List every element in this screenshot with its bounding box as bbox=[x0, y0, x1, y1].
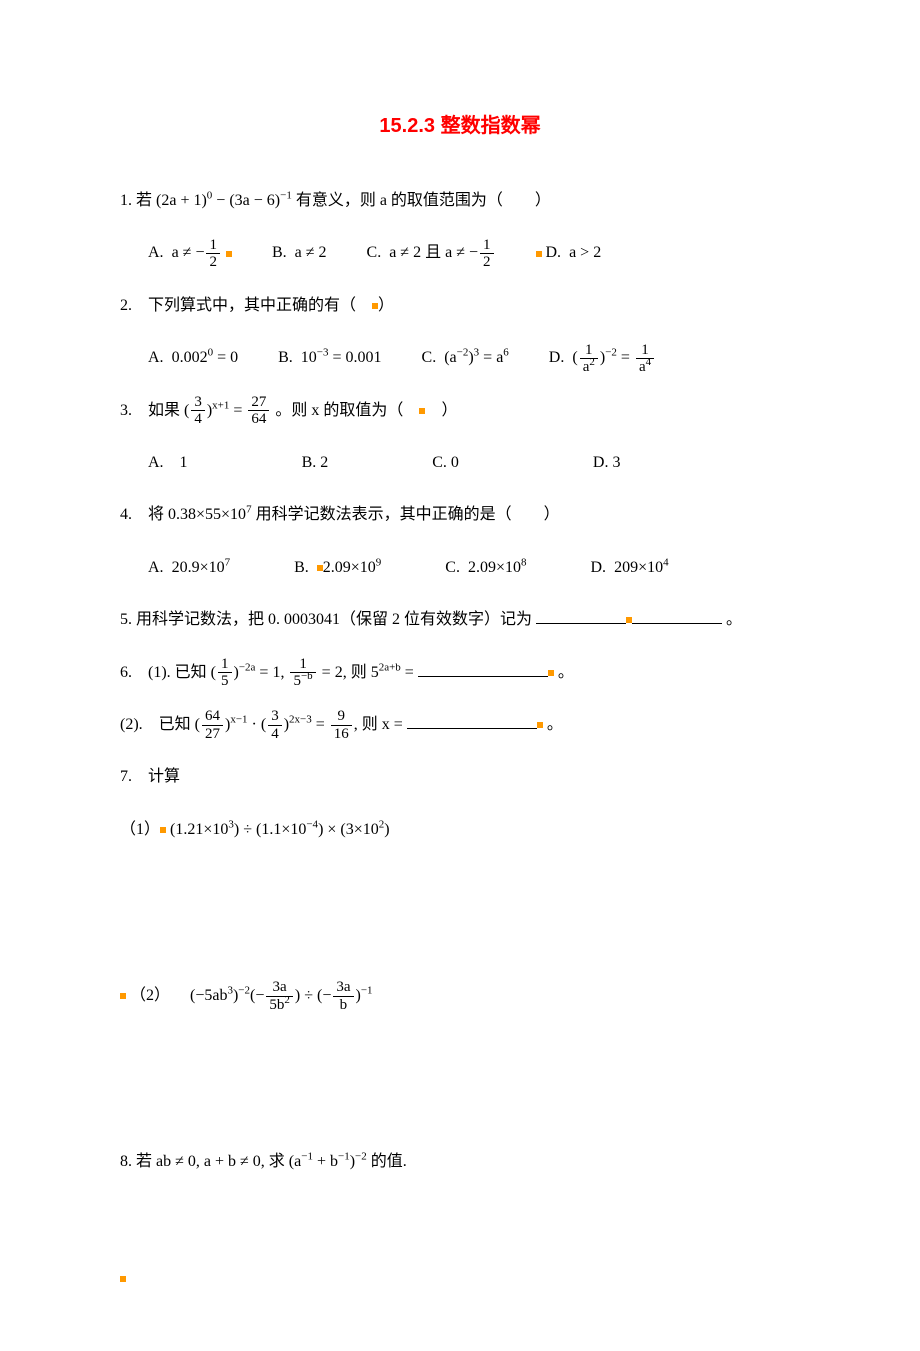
work-space bbox=[120, 1029, 800, 1129]
q4-opt-d-expr: 209×104 bbox=[614, 559, 669, 576]
q1-opt-a-label: A. bbox=[148, 244, 164, 261]
q7-1-expr: (1.21×103) ÷ (1.1×10−4) × (3×102) bbox=[170, 821, 390, 838]
question-7-head: 7. 计算 bbox=[120, 758, 800, 796]
fill-blank[interactable] bbox=[418, 660, 548, 677]
q4-opt-c-expr: 2.09×108 bbox=[468, 559, 527, 576]
question-8: 8. 若 ab ≠ 0, a + b ≠ 0, 求 (a−1 + b−1)−2 … bbox=[120, 1143, 800, 1181]
fill-blank[interactable] bbox=[632, 607, 722, 624]
q4-opt-b-expr: 2.09×109 bbox=[323, 559, 382, 576]
end-dot bbox=[120, 1266, 800, 1292]
page-title: 15.2.3 整数指数幂 bbox=[120, 110, 800, 142]
q3-stem-pre: 3. 如果 ( bbox=[120, 402, 189, 419]
q1-stem-post: 有意义，则 a 的取值范围为（ ） bbox=[296, 192, 551, 209]
dot-marker bbox=[548, 670, 554, 676]
q8-stem: 8. 若 ab ≠ 0, a + b ≠ 0, 求 (a−1 + b−1)−2 … bbox=[120, 1153, 407, 1170]
q2-opt-c-expr: (a−2)3 = a6 bbox=[444, 349, 509, 366]
question-6-2: (2). 已知 (6427)x−1 · (34)2x−3 = 916, 则 x … bbox=[120, 706, 800, 744]
question-2: 2. 下列算式中，其中正确的有（ ） bbox=[120, 287, 800, 325]
work-space bbox=[120, 1196, 800, 1266]
q4-stem: 4. 将 0.38×55×107 用科学记数法表示，其中正确的是（ ） bbox=[120, 506, 560, 523]
question-7-1: （1） (1.21×103) ÷ (1.1×10−4) × (3×102) bbox=[120, 811, 800, 849]
dot-marker bbox=[160, 827, 166, 833]
question-5: 5. 用科学记数法，把 0. 0003041（保留 2 位有效数字）记为 。 bbox=[120, 601, 800, 639]
question-4: 4. 将 0.38×55×107 用科学记数法表示，其中正确的是（ ） bbox=[120, 496, 800, 534]
dot-marker bbox=[536, 251, 542, 257]
dot-marker bbox=[317, 565, 323, 571]
q2-stem: 2. 下列算式中，其中正确的有（ ） bbox=[120, 297, 394, 314]
q1-opt-d-expr: a > 2 bbox=[569, 244, 601, 261]
q7-2-expr-a: (−5ab3)−2(− bbox=[190, 987, 264, 1004]
fill-blank[interactable] bbox=[407, 712, 537, 729]
q1-opt-c-label: C. bbox=[367, 244, 382, 261]
question-7-2: （2） (−5ab3)−2(−3a5b2) ÷ (−3ab)−1 bbox=[120, 977, 800, 1015]
q5-stem-post: 。 bbox=[726, 611, 742, 628]
q2-opt-b-expr: 10−3 = 0.001 bbox=[301, 349, 382, 366]
q1-opt-a-expr: a ≠ − bbox=[172, 244, 205, 261]
q3-stem-post: 。则 x 的取值为（ ） bbox=[275, 402, 457, 419]
work-space bbox=[120, 863, 800, 963]
q4-opt-a-expr: 20.9×107 bbox=[172, 559, 231, 576]
q1-opt-b-label: B. bbox=[272, 244, 287, 261]
q1-opt-b-expr: a ≠ 2 bbox=[295, 244, 327, 261]
worksheet-page: 15.2.3 整数指数幂 1. 若 (2a + 1)0 − (3a − 6)−1… bbox=[0, 0, 920, 1351]
q1-opt-c-expr: a ≠ 2 且 a ≠ − bbox=[389, 244, 478, 261]
q2-opt-a-expr: 0.0020 = 0 bbox=[172, 349, 239, 366]
q3-opt-d: D. 3 bbox=[593, 454, 621, 471]
q2-opt-d-expr: (1a2)−2 = 1a4 bbox=[572, 349, 656, 366]
dot-marker bbox=[226, 251, 232, 257]
question-1: 1. 若 (2a + 1)0 − (3a − 6)−1 有意义，则 a 的取值范… bbox=[120, 182, 800, 220]
q3-options: A. 1 B. 2 C. 0 D. 3 bbox=[148, 444, 800, 482]
question-6-1: 6. (1). 已知 (15)−2a = 1, 15−b = 2, 则 52a+… bbox=[120, 654, 800, 692]
dot-marker bbox=[537, 722, 543, 728]
q3-opt-a: A. 1 bbox=[148, 454, 188, 471]
q5-stem-pre: 5. 用科学记数法，把 0. 0003041（保留 2 位有效数字）记为 bbox=[120, 611, 532, 628]
q2-options: A. 0.0020 = 0 B. 10−3 = 0.001 C. (a−2)3 … bbox=[148, 339, 800, 377]
dot-marker bbox=[120, 1276, 126, 1282]
q3-opt-c: C. 0 bbox=[432, 454, 459, 471]
fill-blank[interactable] bbox=[536, 607, 626, 624]
question-3: 3. 如果 (34)x+1 = 2764 。则 x 的取值为（ ） bbox=[120, 392, 800, 430]
q1-stem-pre: 1. 若 bbox=[120, 192, 156, 209]
q1-opt-d-label: D. bbox=[546, 244, 562, 261]
q1-options: A. a ≠ −12 B. a ≠ 2 C. a ≠ 2 且 a ≠ −12 D… bbox=[148, 234, 800, 272]
q3-opt-b: B. 2 bbox=[302, 454, 329, 471]
q1-expr: (2a + 1)0 − (3a − 6)−1 bbox=[156, 192, 292, 209]
dot-marker bbox=[120, 993, 126, 999]
q4-options: A. 20.9×107 B. 2.09×109 C. 2.09×108 D. 2… bbox=[148, 549, 800, 587]
